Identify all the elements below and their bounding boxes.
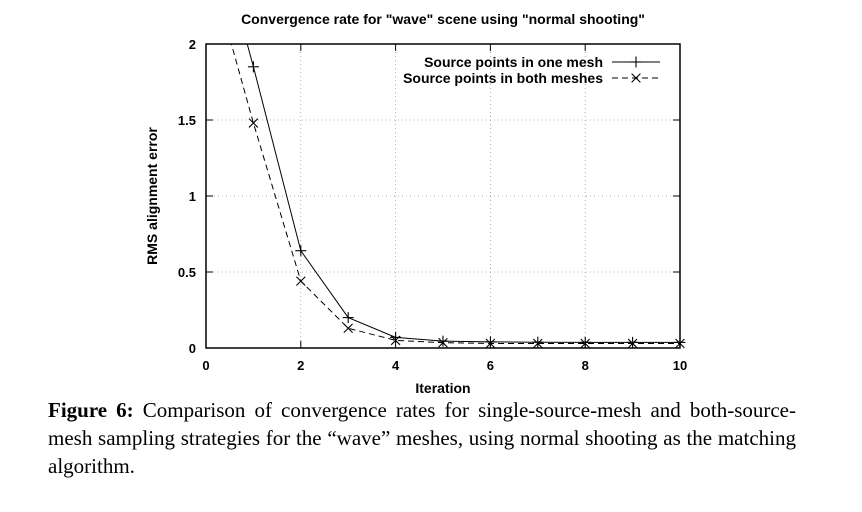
- series-2-point-b: [248, 118, 259, 128]
- caption-label: Figure 6:: [48, 398, 134, 422]
- series-2-point: [296, 276, 306, 286]
- x-tick-label: 4: [392, 358, 400, 373]
- series-2-point-b: [438, 337, 448, 348]
- y-axis-label: RMS alignment error: [144, 127, 160, 265]
- legend-label-2: Source points in both meshes: [403, 70, 603, 86]
- chart-title: Convergence rate for "wave" scene using …: [241, 11, 645, 27]
- legend-marker-2: [631, 73, 641, 83]
- series-2-point-b: [627, 338, 638, 349]
- caption-text: Comparison of convergence rates for sing…: [48, 398, 796, 478]
- x-tick-label: 10: [673, 358, 687, 373]
- series-2-point: [390, 335, 401, 346]
- series-2-point: [533, 338, 543, 349]
- series-2-point-b: [296, 276, 306, 286]
- series-1-point: [627, 336, 639, 348]
- series-line-2: [230, 44, 680, 344]
- x-tick-label: 6: [487, 358, 494, 373]
- series-2-point-b: [533, 338, 543, 349]
- y-tick-label: 0: [189, 341, 196, 356]
- series-2-point: [438, 337, 448, 348]
- marker-layer: [247, 61, 686, 349]
- grid-layer: [206, 44, 680, 348]
- legend-marker-1: [630, 56, 642, 68]
- series-2-point: [627, 338, 638, 349]
- y-tick-label: 0.5: [178, 265, 196, 280]
- legend-marker-2-b: [631, 73, 641, 83]
- x-tick-label: 2: [297, 358, 304, 373]
- series-1-point: [532, 336, 544, 348]
- series-1-point: [295, 245, 307, 257]
- series-1-point: [342, 312, 354, 324]
- tick-layer: 0 2 4 6 8 10 0 0.5 1 1.5 2: [178, 37, 687, 373]
- series-1-point: [437, 335, 449, 347]
- series-2-point-b: [390, 335, 401, 346]
- series-2-point-b: [343, 323, 353, 334]
- series-2-point: [343, 323, 353, 334]
- x-tick-label: 0: [202, 358, 209, 373]
- chart: Convergence rate for "wave" scene using …: [144, 11, 687, 396]
- series-line-1: [246, 44, 680, 343]
- x-tick-label: 8: [582, 358, 589, 373]
- y-tick-label: 1.5: [178, 113, 196, 128]
- series-1-point: [247, 61, 259, 73]
- y-tick-label: 2: [189, 37, 196, 52]
- series-layer: [230, 44, 680, 344]
- legend-label-1: Source points in one mesh: [424, 54, 603, 70]
- y-tick-label: 1: [189, 189, 196, 204]
- figure-caption: Figure 6: Comparison of convergence rate…: [48, 396, 796, 480]
- series-2-point: [248, 118, 259, 128]
- x-axis-label: Iteration: [415, 380, 470, 396]
